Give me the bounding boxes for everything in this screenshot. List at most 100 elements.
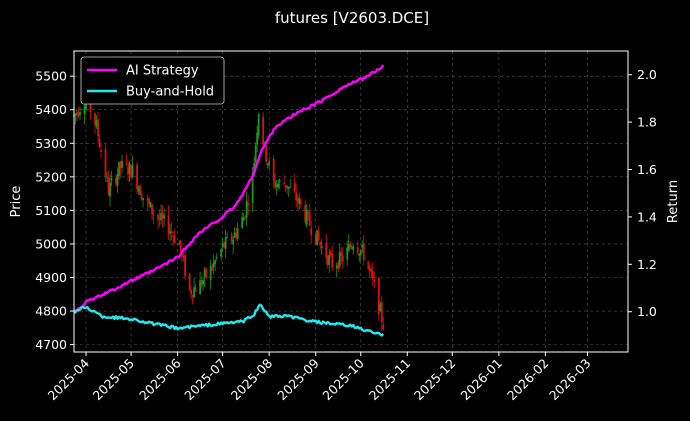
candle-up bbox=[224, 237, 227, 249]
candle-up bbox=[160, 213, 162, 220]
candle-down bbox=[382, 324, 385, 330]
candle-up bbox=[352, 246, 355, 250]
candle-down bbox=[182, 256, 185, 258]
y-tick-label-left: 5000 bbox=[35, 236, 67, 251]
candle-up bbox=[199, 280, 202, 295]
candle-down bbox=[244, 216, 247, 218]
candle-down bbox=[308, 212, 311, 226]
candle-down bbox=[296, 197, 299, 202]
candle-down bbox=[94, 113, 96, 125]
candle-down bbox=[107, 178, 110, 195]
candle-down bbox=[146, 198, 149, 201]
candle-down bbox=[119, 161, 122, 168]
candle-up bbox=[128, 163, 131, 174]
candle-down bbox=[235, 232, 238, 238]
candle-up bbox=[109, 182, 111, 197]
candle-up bbox=[275, 184, 278, 187]
candle-down bbox=[325, 243, 328, 258]
candle-down bbox=[371, 271, 374, 279]
candle-down bbox=[274, 180, 277, 188]
y-tick-label-right: 1.2 bbox=[637, 257, 657, 272]
candle-down bbox=[265, 145, 268, 162]
candle-up bbox=[335, 265, 338, 269]
candle-down bbox=[191, 295, 194, 297]
candle-up bbox=[305, 209, 308, 226]
candle-down bbox=[211, 267, 214, 270]
candle-down bbox=[314, 233, 317, 244]
candle-up bbox=[137, 187, 140, 192]
candle-down bbox=[299, 199, 302, 205]
candle-down bbox=[179, 240, 182, 251]
candle-up bbox=[149, 202, 152, 208]
candle-up bbox=[298, 198, 301, 204]
candle-up bbox=[163, 215, 165, 219]
candle-down bbox=[247, 203, 250, 206]
candle-down bbox=[194, 287, 197, 292]
price-candles bbox=[73, 87, 385, 332]
candle-up bbox=[350, 247, 353, 249]
candle-up bbox=[178, 243, 180, 245]
candle-up bbox=[209, 265, 212, 280]
return-lines bbox=[73, 64, 385, 337]
y-tick-label-right: 1.6 bbox=[637, 162, 657, 177]
candle-down bbox=[100, 150, 102, 152]
candle-down bbox=[340, 252, 343, 256]
candle-up bbox=[226, 236, 229, 238]
candle-down bbox=[304, 204, 307, 222]
candle-up bbox=[359, 250, 362, 256]
candle-up bbox=[346, 247, 349, 260]
candle-up bbox=[361, 244, 364, 248]
candle-down bbox=[151, 204, 153, 215]
candle-up bbox=[278, 180, 281, 182]
candle-down bbox=[284, 185, 287, 188]
candle-up bbox=[254, 145, 257, 163]
candle-up bbox=[215, 256, 218, 258]
candle-up bbox=[131, 164, 134, 178]
candle-up bbox=[287, 186, 290, 190]
candle-down bbox=[362, 243, 365, 260]
candle-up bbox=[212, 262, 215, 268]
y-tick-label-left: 5500 bbox=[35, 69, 67, 84]
candle-up bbox=[232, 239, 235, 245]
candle-up bbox=[118, 162, 120, 176]
candle-up bbox=[79, 112, 81, 115]
candle-down bbox=[139, 185, 141, 196]
candle-down bbox=[370, 269, 373, 272]
candle-down bbox=[356, 247, 359, 253]
legend-label: Buy-and-Hold bbox=[126, 85, 214, 100]
candle-down bbox=[148, 199, 150, 205]
candle-down bbox=[373, 279, 376, 282]
candle-up bbox=[110, 178, 113, 180]
y-tick-label-left: 5200 bbox=[35, 169, 67, 184]
candle-down bbox=[170, 231, 173, 233]
y-tick-label-right: 1.4 bbox=[637, 209, 657, 224]
candle-down bbox=[329, 251, 332, 256]
candle-down bbox=[77, 111, 80, 116]
candle-up bbox=[242, 217, 245, 221]
candle-up bbox=[214, 260, 217, 265]
y-tick-label-right: 1.0 bbox=[637, 304, 657, 319]
candle-down bbox=[262, 116, 265, 145]
candle-up bbox=[83, 106, 86, 115]
candle-up bbox=[202, 280, 205, 285]
candle-up bbox=[241, 217, 244, 228]
candle-down bbox=[152, 214, 155, 216]
candle-down bbox=[283, 182, 286, 185]
candle-up bbox=[95, 120, 98, 127]
series-line-buy-and-hold bbox=[73, 303, 385, 337]
y-tick-label-left: 4800 bbox=[35, 304, 67, 319]
candle-down bbox=[230, 234, 233, 242]
candle-down bbox=[319, 241, 322, 245]
candle-down bbox=[331, 253, 334, 268]
candle-down bbox=[200, 280, 203, 286]
candle-down bbox=[97, 119, 99, 137]
candle-up bbox=[316, 230, 319, 246]
candle-down bbox=[349, 244, 352, 248]
candle-up bbox=[193, 287, 196, 298]
candle-up bbox=[347, 244, 350, 251]
candle-down bbox=[190, 289, 193, 295]
candle-up bbox=[121, 160, 123, 169]
y-axis-label-right: Return bbox=[666, 180, 681, 223]
candle-down bbox=[136, 164, 138, 189]
candle-up bbox=[169, 231, 171, 234]
